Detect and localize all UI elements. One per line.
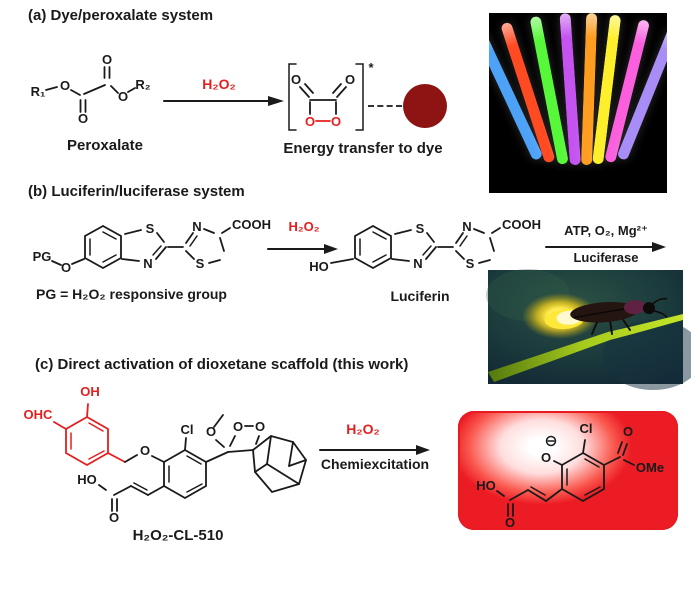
adamantane-cage	[252, 435, 307, 494]
atom-label-s: S	[196, 256, 205, 271]
atp-arrow-top-label: ATP, O₂, Mg²⁺	[564, 223, 648, 238]
atom-label-o: O	[206, 424, 216, 439]
atom-label-o: O	[345, 72, 355, 87]
dioxetanedione-structure: * O O O O	[288, 60, 374, 131]
atom-label-oh: OH	[80, 384, 100, 399]
atom-label-ohc: OHC	[24, 407, 54, 422]
atom-label-cl: Cl	[580, 421, 593, 436]
atom-label-o: O	[118, 89, 128, 104]
reaction-arrow-a	[163, 96, 284, 106]
atom-label-o-phenolate: O	[541, 450, 551, 465]
atom-label-cooh: COOH	[502, 217, 541, 232]
atom-label-o: O	[60, 78, 70, 93]
atom-label-n: N	[143, 256, 152, 271]
luciferase-label: Luciferase	[573, 250, 639, 265]
atom-label-o: O	[291, 72, 301, 87]
section-c-title: (c) Direct activation of dioxetane scaff…	[35, 356, 409, 373]
atom-label-o-peroxide: O	[305, 114, 315, 129]
firefly-body	[544, 297, 668, 330]
dye-circle	[403, 84, 447, 128]
peroxalate-structure: R₁ O O O O R₂	[31, 52, 151, 126]
product-structure: O Cl O OMe O HO	[476, 421, 664, 530]
atom-label-s: S	[466, 256, 475, 271]
cl510-compound-label: H₂O₂-CL-510	[132, 527, 224, 544]
h2o2-reagent-label-c: H₂O₂	[346, 421, 380, 437]
minus-charge-icon	[545, 435, 557, 447]
reaction-arrow-c	[319, 445, 430, 455]
atom-label-n: N	[192, 219, 201, 234]
excited-state-star: *	[368, 60, 374, 75]
energy-transfer-dashed-line	[368, 105, 402, 107]
section-b-title: (b) Luciferin/luciferase system	[28, 183, 245, 200]
firefly-photo	[486, 269, 691, 390]
atom-label-o: O	[109, 510, 119, 525]
grass-blade	[488, 314, 683, 382]
atom-label-o: O	[61, 260, 71, 275]
right-bracket	[355, 63, 364, 131]
energy-transfer-caption: Energy transfer to dye	[283, 140, 443, 157]
h2o2-reagent-label-b: H₂O₂	[288, 219, 320, 234]
h2o2-reagent-label-a: H₂O₂	[202, 76, 236, 92]
atom-label-o: O	[255, 419, 265, 434]
atom-label-pg: PG	[33, 249, 52, 264]
atom-label-o: O	[233, 419, 243, 434]
luciferin-structure: HO S N N S COOH	[309, 217, 541, 274]
product-glow-box	[458, 411, 678, 530]
atom-label-o: O	[102, 52, 112, 67]
atom-label-o: O	[140, 443, 150, 458]
atom-label-o: O	[623, 424, 633, 439]
atom-label-o-peroxide: O	[331, 114, 341, 129]
atom-label-ho: HO	[476, 478, 496, 493]
atom-label-cooh: COOH	[232, 217, 271, 232]
atom-label-r1: R₁	[31, 84, 46, 99]
peroxalate-label: Peroxalate	[67, 137, 143, 154]
atom-label-o: O	[78, 111, 88, 126]
reaction-arrow-b2	[545, 242, 666, 252]
cl510-structure: OH OHC O Cl O HO O O O	[24, 384, 307, 525]
atom-label-s: S	[146, 221, 155, 236]
chemiexcitation-label: Chemiexcitation	[320, 456, 430, 472]
atom-label-o: O	[505, 515, 515, 530]
glow-sticks-photo	[489, 13, 667, 193]
atom-label-cl: Cl	[181, 422, 194, 437]
luciferin-label: Luciferin	[390, 288, 450, 304]
atom-label-ho: HO	[77, 472, 97, 487]
atom-label-ome: OMe	[636, 460, 664, 475]
atom-label-r2: R₂	[135, 77, 150, 92]
pg-luciferin-structure: PG O S N N S COOH	[33, 217, 271, 275]
atom-label-n: N	[413, 256, 422, 271]
section-a-title: (a) Dye/peroxalate system	[28, 7, 214, 24]
pg-definition: PG = H₂O₂ responsive group	[36, 286, 227, 302]
left-bracket	[288, 63, 297, 131]
atom-label-n: N	[462, 219, 471, 234]
atom-label-ho: HO	[309, 259, 329, 274]
atom-label-s: S	[416, 221, 425, 236]
reaction-arrow-b	[267, 244, 338, 254]
